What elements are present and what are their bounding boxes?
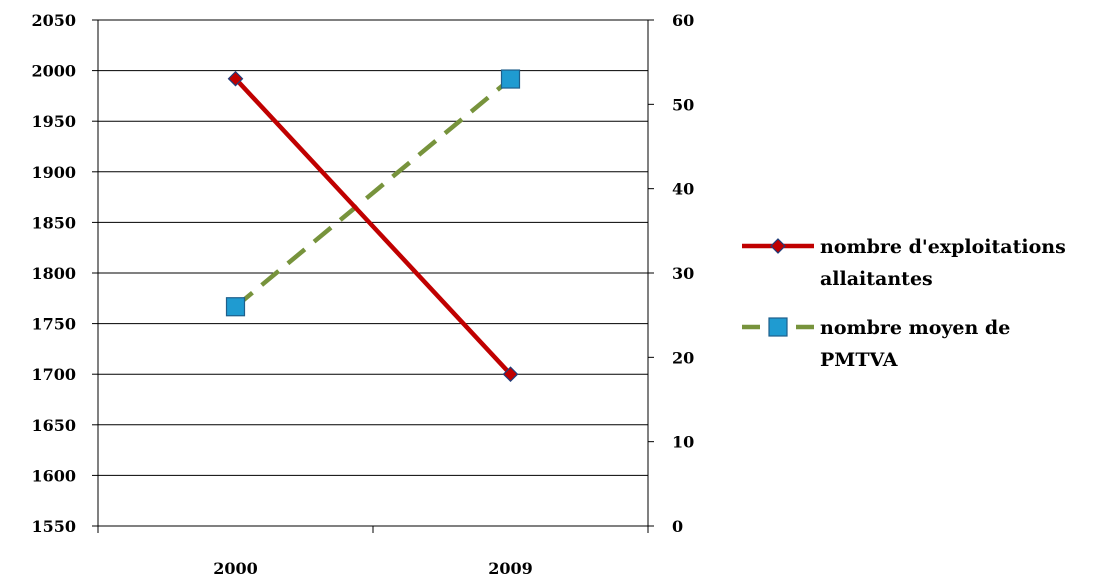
left-y-tick-label: 1700 xyxy=(31,365,76,384)
left-y-tick-label: 1950 xyxy=(31,112,76,131)
data-point-diamond xyxy=(770,238,786,254)
left-y-tick-label: 2000 xyxy=(31,62,76,81)
left-y-tick-label: 1850 xyxy=(31,213,76,232)
right-y-tick-label: 40 xyxy=(672,180,694,199)
legend-label: PMTVA xyxy=(820,349,898,371)
left-y-tick-label: 1750 xyxy=(31,315,76,334)
left-y-axis: 1550 1600 1650 1700 1750 1800 1850 1900 1950 2000… xyxy=(31,11,98,536)
left-y-tick-label: 1800 xyxy=(31,264,76,283)
x-tick-label: 2009 xyxy=(488,559,533,578)
data-point-diamond xyxy=(502,366,519,383)
series-2 xyxy=(225,69,521,317)
x-tick-label: 2000 xyxy=(213,559,258,578)
legend-label: allaitantes xyxy=(820,268,933,290)
data-point-diamond xyxy=(227,70,244,87)
data-point-square xyxy=(768,317,788,337)
right-y-tick-label: 20 xyxy=(672,348,694,367)
legend-label: nombre d'exploitations xyxy=(820,236,1066,258)
legend-label: nombre moyen de xyxy=(820,317,1010,339)
right-y-tick-label: 60 xyxy=(672,11,694,30)
series-1 xyxy=(227,70,519,383)
right-y-tick-label: 50 xyxy=(672,95,694,114)
data-point-square xyxy=(500,69,521,89)
legend: nombre d'exploitationsallaitantesnombre … xyxy=(742,236,1066,371)
left-y-tick-label: 1900 xyxy=(31,163,76,182)
left-y-tick-label: 1550 xyxy=(31,517,76,536)
right-y-tick-label: 10 xyxy=(672,433,694,452)
series-line xyxy=(234,77,512,309)
left-y-tick-label: 1600 xyxy=(31,466,76,485)
legend-item: nombre d'exploitations allaitantes xyxy=(742,236,1066,290)
legend-item: nombre moyen de PMTVA xyxy=(742,317,1010,371)
right-y-tick-label: 30 xyxy=(672,264,694,283)
x-axis: 2000 2009 xyxy=(97,526,649,578)
right-y-tick-label: 0 xyxy=(672,517,683,536)
right-y-axis: 0 10 20 30 40 50 60 xyxy=(648,11,694,536)
data-point-square xyxy=(225,297,246,317)
left-y-tick-label: 1650 xyxy=(31,416,76,435)
left-y-tick-label: 2050 xyxy=(31,11,76,30)
series-line xyxy=(233,77,513,376)
gridlines xyxy=(98,19,648,527)
